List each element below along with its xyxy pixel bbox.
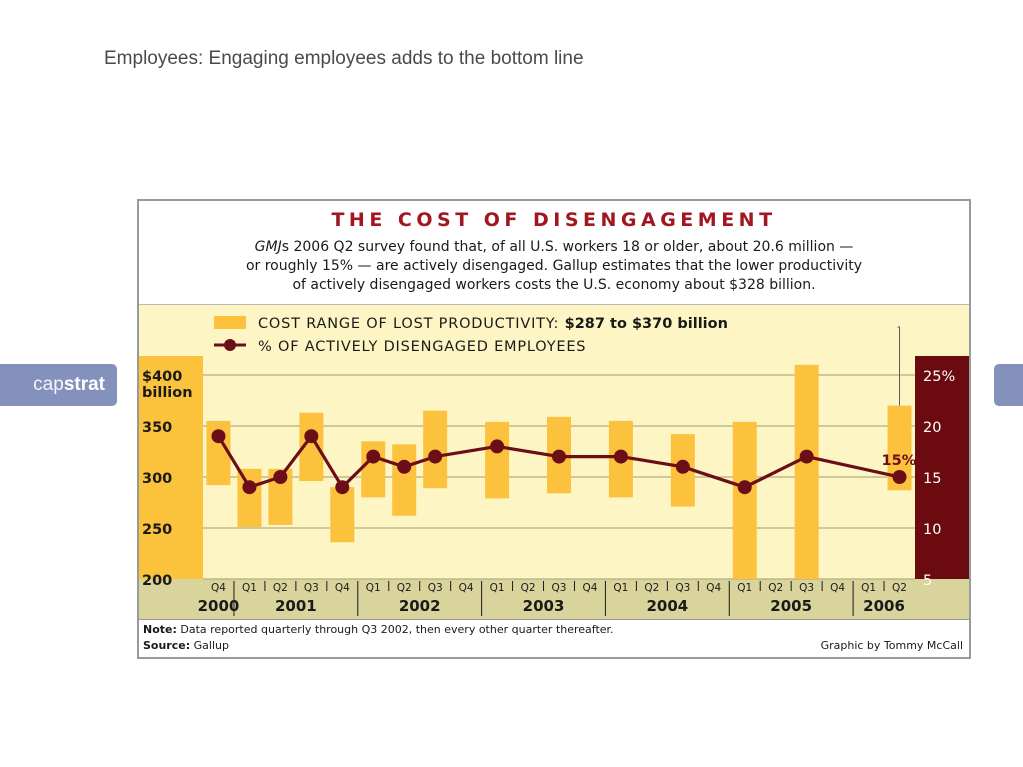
cost-range-bar [794,364,819,579]
chart-svg: COST RANGE OF LOST PRODUCTIVITY: $287 to… [139,305,969,619]
disengaged-point [335,480,350,495]
left-axis-tick: $400 [142,369,182,385]
slide-title: Employees: Engaging employees adds to th… [104,48,584,69]
disengaged-point [242,480,257,495]
right-axis-tick: 25% [923,369,955,385]
disengaged-point [366,449,381,464]
year-label: 2002 [399,597,441,615]
cost-range-bar [423,410,448,489]
year-label: 2005 [770,597,812,615]
year-label: 2003 [523,597,565,615]
cost-range-bar [732,421,757,579]
quarter-label: Q2 [644,582,659,594]
year-label: 2000 [198,597,240,615]
legend-value-range: $287 to $370 billion [565,316,728,332]
quarter-label: Q4 [211,582,226,594]
left-axis-tick: 350 [142,420,172,436]
left-axis-unit: billion [142,385,193,401]
subtitle-line-3: of actively disengaged workers costs the… [292,277,816,293]
disengaged-point [490,439,505,454]
quarter-label: Q2 [397,582,412,594]
legend-label-line: % OF ACTIVELY DISENGAGED EMPLOYEES [258,339,586,355]
legend-label-range: COST RANGE OF LOST PRODUCTIVITY: $287 to… [258,316,728,332]
left-axis-tick: 200 [142,573,172,589]
year-label: 2006 [863,597,905,615]
quarter-label: Q4 [459,582,474,594]
disengaged-point [273,470,288,484]
year-band [139,579,969,619]
right-axis-tick: 10 [923,522,941,538]
legend-callout-line [897,326,901,406]
quarter-label: Q3 [304,582,319,594]
disengaged-point [552,449,566,464]
note-label: Note: [143,623,177,636]
quarter-label: Q4 [706,582,721,594]
cost-range-bar [330,487,355,543]
quarter-label: Q2 [768,582,783,594]
subtitle-line-2: or roughly 15% — are actively disengaged… [245,258,863,274]
quarter-label: Q2 [521,582,536,594]
quarter-label: Q3 [428,582,443,594]
quarter-label: Q2 [273,582,288,594]
quarter-label: Q1 [490,582,505,594]
left-axis-tick: 300 [142,471,172,487]
chart-area: COST RANGE OF LOST PRODUCTIVITY: $287 to… [139,304,969,619]
disengaged-point [613,449,628,464]
left-axis-band [139,356,203,579]
graphic-subtitle: GMJs 2006 Q2 survey found that, of all U… [147,238,961,295]
capstrat-logo: capstrat [0,364,117,406]
note-text: Data reported quarterly through Q3 2002,… [180,623,614,636]
source-text: Gallup [193,639,229,652]
year-label: 2004 [646,597,688,615]
infographic: THE COST OF DISENGAGEMENT GMJs 2006 Q2 s… [137,199,971,659]
disengaged-point [304,429,319,444]
cost-range-bar [237,468,262,527]
disengaged-point [428,449,443,464]
annotation-15-percent: 15% [882,453,917,469]
cost-range-bar [485,421,510,499]
right-axis-band [915,356,969,579]
quarter-label: Q1 [737,582,752,594]
quarter-label: Q1 [366,582,381,594]
disengaged-point [211,429,226,444]
disengaged-point [675,459,690,474]
left-axis-tick: 250 [142,522,172,538]
note-line: Note: Data reported quarterly through Q3… [143,623,614,636]
disengaged-point [799,449,814,464]
quarter-label: Q1 [242,582,257,594]
subtitle-line-1: s 2006 Q2 survey found that, of all U.S.… [281,239,854,255]
quarter-label: Q3 [799,582,814,594]
quarter-label: Q3 [552,582,567,594]
cost-range-bar [392,444,417,516]
year-label: 2001 [275,597,317,615]
subtitle-source: GMJ [254,239,282,255]
side-tab [994,364,1023,406]
quarter-label: Q1 [861,582,876,594]
source-label: Source: [143,639,191,652]
quarter-label: Q4 [335,582,350,594]
logo-text-bold: strat [63,374,105,395]
right-axis-tick: 5 [923,573,932,589]
quarter-label: Q4 [582,582,597,594]
logo-text-light: cap [33,374,64,395]
right-axis-tick: 15 [923,471,941,487]
source-line: Source: Gallup [143,639,229,652]
disengaged-point [892,470,907,484]
legend-marker [224,339,236,351]
right-axis-tick: 20 [923,420,941,436]
graphic-headline: THE COST OF DISENGAGEMENT [331,209,777,231]
graphic-credit: Graphic by Tommy McCall [820,639,963,652]
quarter-label: Q1 [613,582,628,594]
legend-swatch-range [214,316,246,329]
disengaged-point [397,459,412,474]
quarter-label: Q4 [830,582,845,594]
quarter-label: Q3 [675,582,690,594]
chart-notes: Note: Data reported quarterly through Q3… [139,619,969,658]
disengaged-point [737,480,752,495]
quarter-label: Q2 [892,582,907,594]
